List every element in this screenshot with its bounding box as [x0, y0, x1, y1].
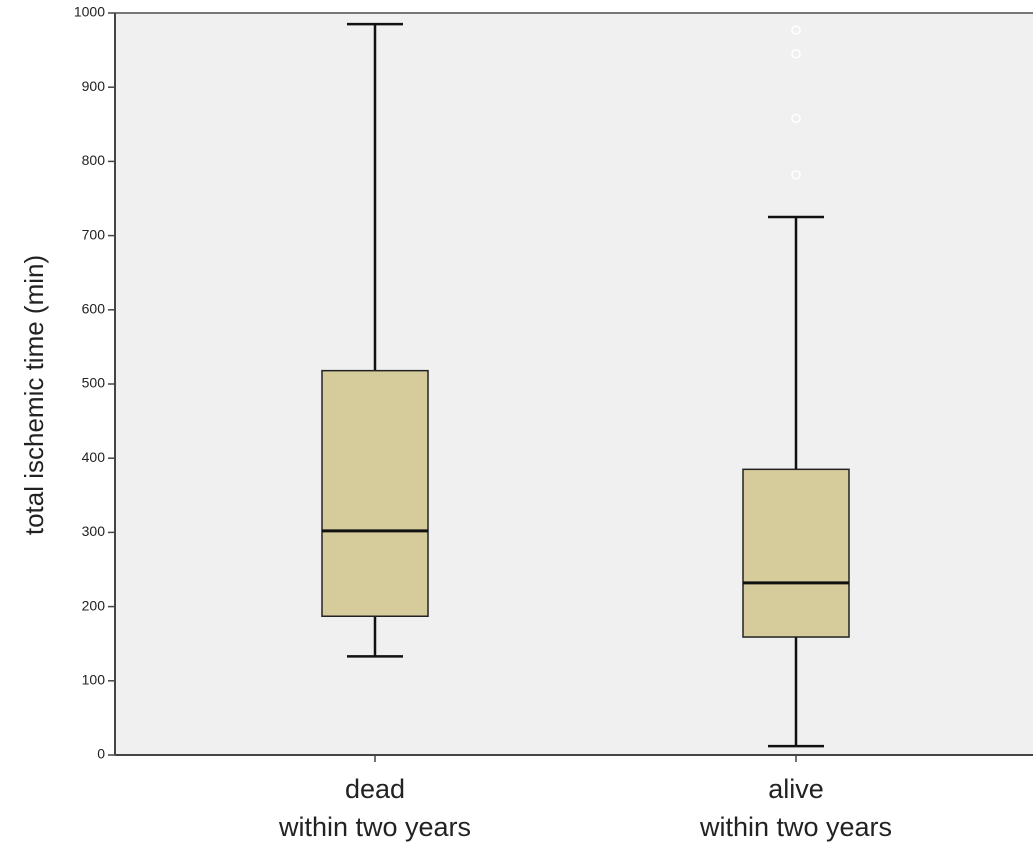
y-tick-label: 400 — [82, 449, 106, 465]
outlier — [791, 25, 801, 35]
y-tick-label: 300 — [82, 523, 106, 539]
x-tick-label: within two years — [699, 812, 892, 842]
y-tick-label: 0 — [97, 746, 105, 762]
y-tick-label: 800 — [82, 152, 106, 168]
y-tick-label: 600 — [82, 301, 106, 317]
y-tick-label: 100 — [82, 672, 106, 688]
y-tick-label: 1000 — [74, 4, 105, 20]
plot-area — [115, 13, 1033, 755]
y-tick-label: 700 — [82, 226, 106, 242]
y-axis-title: total ischemic time (min) — [19, 255, 49, 535]
outlier — [791, 113, 801, 124]
x-tick-label: alive — [768, 774, 824, 804]
x-tick-label: dead — [345, 774, 405, 804]
y-tick-label: 200 — [82, 597, 106, 613]
y-tick-label: 900 — [82, 78, 106, 94]
x-tick-label: within two years — [278, 812, 471, 842]
box — [321, 369, 429, 617]
outlier — [791, 170, 801, 180]
y-tick-label: 500 — [82, 375, 106, 391]
box — [742, 468, 850, 638]
outlier — [791, 49, 801, 59]
